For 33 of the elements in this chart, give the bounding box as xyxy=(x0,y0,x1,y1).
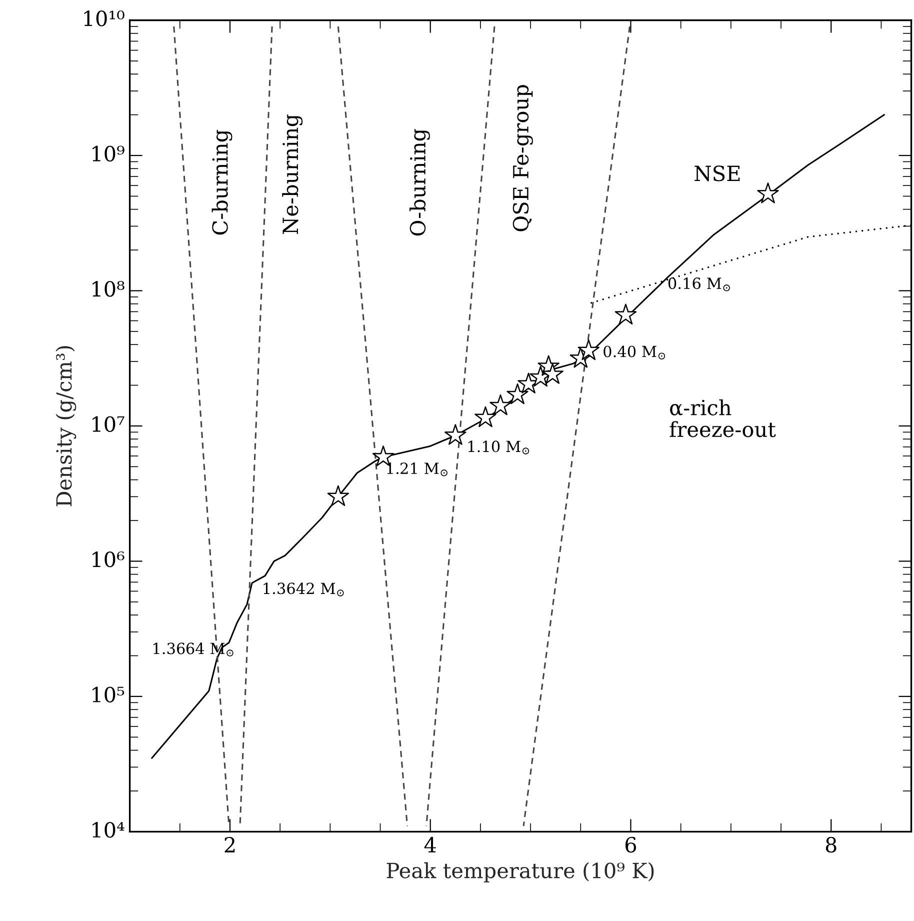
y-tick-label: 10⁹ xyxy=(92,146,124,162)
y-tick-label: 10⁶ xyxy=(92,551,124,568)
annotation: 1.3642 M$_{⊙}$ xyxy=(264,582,344,596)
y-tick-label: 10¹⁰ xyxy=(84,10,124,26)
x-tick-label: 6 xyxy=(625,836,636,853)
annotation: α-rich freeze-out xyxy=(670,399,776,438)
annotation: 1.21 M$_{⊙}$ xyxy=(387,462,448,476)
point xyxy=(757,182,779,204)
point xyxy=(542,363,564,384)
point xyxy=(578,339,600,360)
annotation: O-burning xyxy=(409,128,430,236)
x-tick-label: 8 xyxy=(826,836,836,853)
y-tick-label: 10⁸ xyxy=(92,281,124,297)
point xyxy=(506,383,528,404)
x-tick-label: 2 xyxy=(224,836,235,852)
point xyxy=(444,424,466,445)
point xyxy=(327,485,350,506)
annotation: 1.10 M$_{⊙}$ xyxy=(468,440,530,454)
point xyxy=(474,406,496,428)
x-axis-title: Peak temperature (10⁹ K) xyxy=(386,862,654,882)
annotation: C-burning xyxy=(212,130,232,235)
x-tick-label: 4 xyxy=(424,836,436,852)
y-tick-label: 10⁵ xyxy=(92,686,124,702)
annotation: Ne-burning xyxy=(282,114,303,234)
annotation: QSE Fe-group xyxy=(512,85,533,232)
y-tick-label: 10⁴ xyxy=(92,822,124,838)
annotation: NSE xyxy=(694,166,740,182)
point xyxy=(614,304,637,324)
annotation: 0.40 M$_{⊙}$ xyxy=(604,346,666,360)
point xyxy=(490,394,512,416)
y-tick-label: 10⁷ xyxy=(92,416,124,432)
y-axis-title: Density (g/cm³) xyxy=(56,346,76,506)
annotation: 0.16 M$_{⊙}$ xyxy=(668,278,730,292)
